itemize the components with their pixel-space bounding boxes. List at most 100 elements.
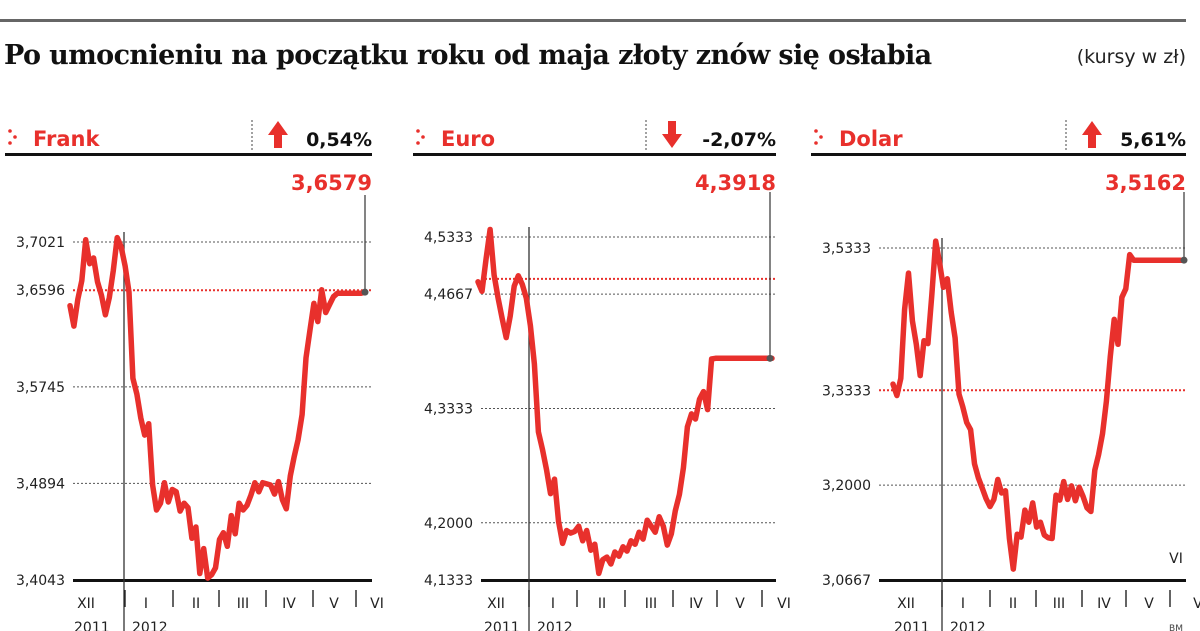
title-marker-dot [13,135,17,139]
data-point [80,279,84,282]
data-point [155,508,158,512]
data-point [589,549,592,552]
data-point [899,377,902,380]
data-point [557,519,560,523]
y-tick-label: 3,5745 [16,380,65,396]
data-point [734,357,737,360]
data-point [135,393,139,396]
data-point [241,508,245,512]
data-point [163,481,166,484]
data-point [143,433,146,437]
data-point [308,329,312,332]
x-tick-label: I [961,596,965,612]
data-point [988,505,992,508]
data-point [682,466,685,470]
y-tick-label: 3,4043 [16,573,65,589]
data-point [891,382,895,386]
data-point [1113,318,1116,321]
y-tick-label: 4,3333 [424,402,473,418]
chart-title: Dolar [839,127,903,151]
data-point [501,317,504,320]
data-point [1004,489,1007,492]
title-marker-dot [814,141,818,145]
data-point [973,462,976,465]
y-tick-label: 4,4667 [424,287,473,303]
data-point [585,529,588,532]
data-point [88,262,91,265]
data-point [112,269,115,272]
data-point [613,550,617,554]
data-point [344,292,347,295]
y-tick-label: 4,2000 [424,516,473,532]
data-point [476,280,480,283]
x-tick-label: III [1053,596,1065,612]
change-percent: 5,61% [1120,129,1186,151]
data-point [273,492,276,496]
x-tick-label: IV [282,596,296,612]
data-point [1070,484,1073,488]
x-tick-label: XII [897,596,915,612]
data-point [926,342,930,345]
x-tick-label: V [735,596,745,612]
data-point [488,228,492,231]
data-point [296,438,300,441]
data-point [265,482,268,486]
data-point [1097,453,1100,456]
data-point [686,425,689,428]
data-point [1171,259,1174,262]
data-point [762,357,766,360]
x-tick-label: V [1144,596,1154,612]
x-tick-label: V [329,596,339,612]
data-point [206,576,209,580]
x-axis-line [879,579,1186,582]
x-tick-label: XII [487,596,505,612]
y-tick-label: 4,1333 [424,573,473,589]
data-point [1058,498,1062,502]
data-point [340,292,343,295]
data-point [907,271,910,275]
x-tick-label: II [598,596,606,612]
data-point [249,494,253,497]
data-point [1085,506,1089,510]
x-tick-label: XII [77,596,95,612]
x-tick-label: I [144,596,148,612]
data-point [509,314,512,318]
data-point [895,394,899,397]
data-point [646,519,649,522]
data-point [257,490,260,493]
data-point [1144,259,1147,262]
data-point [533,363,536,366]
data-point [324,311,327,314]
data-point [525,296,528,300]
data-point [629,539,633,542]
data-point [621,545,625,548]
year-label: 2011 [894,620,930,631]
data-point [484,257,488,260]
data-point [625,549,629,553]
data-point [300,413,304,416]
title-marker-dot [814,129,818,133]
data-point [92,256,95,260]
data-point [1000,491,1003,495]
top-rule [0,19,1186,22]
data-point [332,295,335,298]
data-point [1027,521,1031,524]
data-point [293,455,296,458]
last-value-dot [361,288,369,296]
data-point [658,515,661,518]
title-marker-dot [8,129,12,133]
chart-title: Euro [441,127,495,151]
footer-letter: VI [1169,551,1183,567]
x-tick-label: IV [689,596,703,612]
data-point [230,514,233,517]
data-point [1093,469,1097,472]
data-point [1109,355,1112,358]
y-tick-label: 3,0667 [822,573,871,589]
data-point [950,311,953,314]
data-point [1101,432,1104,436]
x-axis-line [73,579,372,582]
data-point [1124,287,1128,290]
data-point [938,262,941,265]
data-point [171,488,174,491]
